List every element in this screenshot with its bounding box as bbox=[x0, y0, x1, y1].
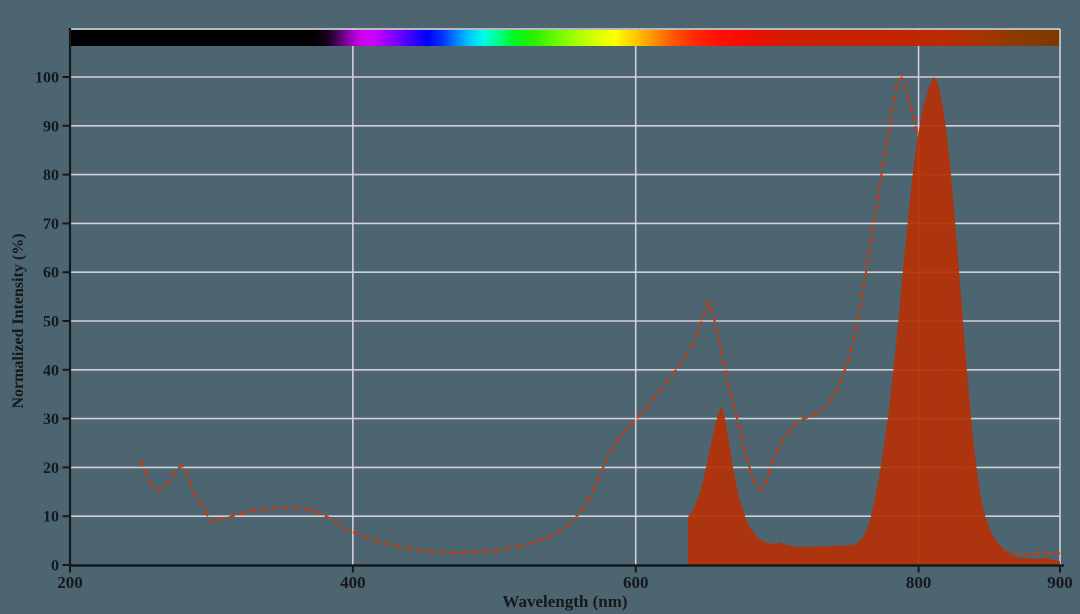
dashed-spectrum-curve bbox=[139, 76, 1061, 556]
y-tick-label: 70 bbox=[43, 216, 59, 233]
y-tick-label: 60 bbox=[43, 265, 59, 282]
y-tick-label: 20 bbox=[43, 460, 59, 477]
x-tick-label: 200 bbox=[57, 573, 83, 592]
y-tick-label: 50 bbox=[43, 314, 59, 331]
x-tick-label: 900 bbox=[1047, 573, 1073, 592]
spectrum-bar-layer bbox=[70, 30, 1059, 46]
x-tick-label: 400 bbox=[340, 573, 366, 592]
x-tick-label: 800 bbox=[906, 573, 932, 592]
series-layer bbox=[139, 76, 1061, 565]
y-tick-label: 30 bbox=[43, 411, 59, 428]
y-tick-label: 90 bbox=[43, 118, 59, 135]
y-tick-label: 40 bbox=[43, 362, 59, 379]
axis-layer: 0 10 20 30 40 50 60 70 80 90 100 200 400 600 800 900 bbox=[35, 28, 1073, 592]
y-tick-label: 10 bbox=[43, 509, 59, 526]
x-axis-label: Wavelength (nm) bbox=[502, 592, 627, 611]
y-axis-label: Normalized Intensity (%) bbox=[10, 233, 27, 408]
spectrum-bar bbox=[70, 30, 1059, 46]
x-tick-label: 600 bbox=[623, 573, 649, 592]
filled-spectrum-area bbox=[688, 77, 1060, 565]
y-tick-label: 80 bbox=[43, 167, 59, 184]
y-tick-label: 0 bbox=[51, 558, 59, 575]
y-tick-label: 100 bbox=[35, 70, 59, 87]
